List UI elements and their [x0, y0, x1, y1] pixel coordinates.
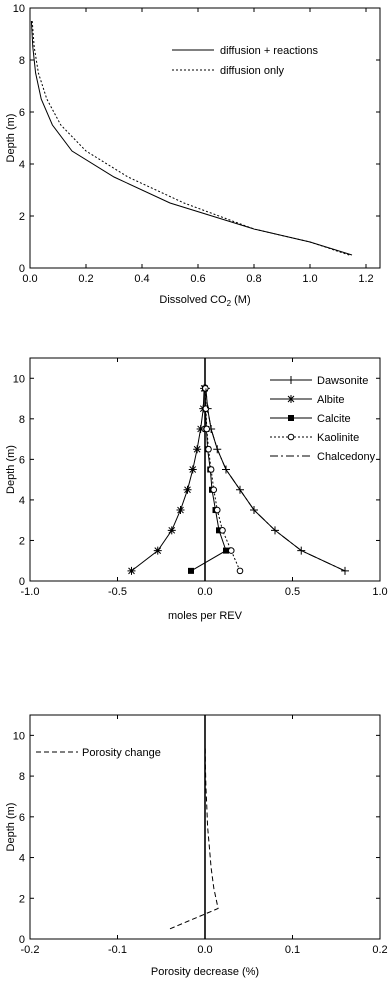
marker-square	[223, 547, 229, 554]
y-tick-label: 2	[19, 211, 25, 223]
x-tick-label: 0.1	[285, 944, 300, 956]
x-tick-label: -1.0	[21, 586, 40, 598]
legend-label: Porosity change	[82, 747, 161, 759]
marker-circle	[202, 385, 209, 392]
x-tick-label: 0.2	[78, 273, 93, 285]
y-tick-label: 8	[19, 55, 25, 67]
y-tick-label: 2	[19, 535, 25, 547]
y-tick-label: 10	[13, 3, 25, 15]
y-tick-label: 8	[19, 414, 25, 426]
series-line	[30, 20, 353, 256]
y-tick-label: 0	[19, 263, 25, 275]
series-line	[205, 388, 346, 572]
marker-circle	[227, 547, 235, 554]
y-tick-label: 4	[19, 853, 25, 865]
chart-2: -1.0 -0.5 0.0 0.5 1.0 0 2 4 6 8 10 moles per REV Dep…	[5, 357, 388, 622]
marker-circle	[203, 425, 211, 433]
marker-circle	[287, 433, 295, 441]
marker-square	[288, 415, 294, 421]
marker-asterisk	[183, 485, 192, 494]
y-tick-label: 6	[19, 454, 25, 466]
marker-circle	[210, 486, 218, 494]
x-tick-label: 0.4	[134, 273, 149, 285]
series-group	[169, 745, 219, 930]
marker-circle	[236, 567, 244, 575]
x-tick-label: 0.2	[372, 944, 387, 956]
legend: Dawsonite Albite Calcite Kaolinite Chalcedon…	[270, 375, 376, 463]
chart-1: 0.0 0.2 0.4 0.6 0.8 1.0 1.2 0 2 4 6 8 10 Dissolved CO…	[5, 3, 381, 308]
chart-3: -0.2 -0.1 0.0 0.1 0.2 0 2 4 6 8 10 Porosity decreas…	[5, 714, 388, 978]
x-axis-label: Dissolved CO2 (M)	[159, 294, 250, 308]
series-line	[131, 388, 205, 572]
x-tick-label: 1.2	[358, 273, 373, 285]
marker-asterisk	[188, 465, 197, 474]
y-tick-label: 0	[19, 934, 25, 946]
marker-plus	[222, 465, 230, 474]
marker-asterisk	[176, 506, 185, 515]
marker-plus	[250, 506, 258, 515]
legend: Porosity change	[36, 747, 161, 759]
y-axis-label: Depth (m)	[5, 445, 17, 494]
marker-square	[216, 527, 222, 534]
y-tick-label: 4	[19, 495, 25, 507]
series-line	[204, 388, 241, 572]
y-tick-label: 10	[13, 730, 25, 742]
marker-asterisk	[167, 526, 176, 535]
x-axis-label-subscript: 2	[227, 299, 232, 308]
legend-label: Calcite	[317, 413, 351, 425]
y-tick-label: 6	[19, 812, 25, 824]
marker-circle	[205, 445, 212, 453]
legend-label: Kaolinite	[317, 432, 359, 444]
x-axis-label: moles per REV	[168, 610, 243, 622]
y-axis-label: Depth (m)	[5, 803, 17, 852]
y-tick-label: 2	[19, 893, 25, 905]
legend-label: Dawsonite	[317, 375, 368, 387]
marker-plus	[287, 376, 295, 384]
marker-square	[188, 567, 194, 574]
x-tick-label: -0.1	[108, 944, 127, 956]
series-group	[127, 384, 349, 575]
plot-frame	[29, 7, 381, 269]
legend-label: Chalcedony	[317, 451, 376, 463]
x-axis-label-unit: (M)	[231, 294, 251, 306]
marker-asterisk	[287, 395, 295, 403]
marker-circle	[213, 506, 221, 514]
x-tick-label: -0.5	[108, 586, 127, 598]
x-tick-label: 0.0	[197, 586, 212, 598]
y-axis-label: Depth (m)	[5, 114, 17, 163]
legend-label: diffusion only	[220, 65, 285, 77]
marker-asterisk	[127, 566, 136, 575]
y-tick-label: 4	[19, 159, 25, 171]
x-tick-label: 0.6	[190, 273, 205, 285]
x-tick-label: 0.8	[246, 273, 261, 285]
x-tick-label: 1.0	[372, 586, 387, 598]
legend: diffusion + reactions diffusion only	[172, 45, 318, 77]
x-tick-label: -0.2	[21, 944, 40, 956]
y-tick-label: 0	[19, 576, 25, 588]
x-tick-label: 1.0	[302, 273, 317, 285]
x-tick-label: 0.0	[22, 273, 37, 285]
marker-asterisk	[193, 445, 202, 454]
marker-asterisk	[153, 546, 162, 555]
y-tick-label: 10	[13, 373, 25, 385]
y-tick-label: 6	[19, 107, 25, 119]
marker-circle	[219, 527, 226, 534]
legend-label: Albite	[317, 394, 345, 406]
legend-label: diffusion + reactions	[220, 45, 318, 57]
series-group	[30, 20, 353, 256]
marker-circle	[207, 466, 215, 473]
x-tick-label: 0.5	[285, 586, 300, 598]
x-axis-label: Porosity decrease (%)	[151, 966, 259, 978]
series-line	[31, 20, 350, 256]
y-tick-label: 8	[19, 771, 25, 783]
x-tick-label: 0.0	[197, 944, 212, 956]
series-line	[169, 745, 219, 930]
marker-asterisk	[196, 424, 205, 433]
